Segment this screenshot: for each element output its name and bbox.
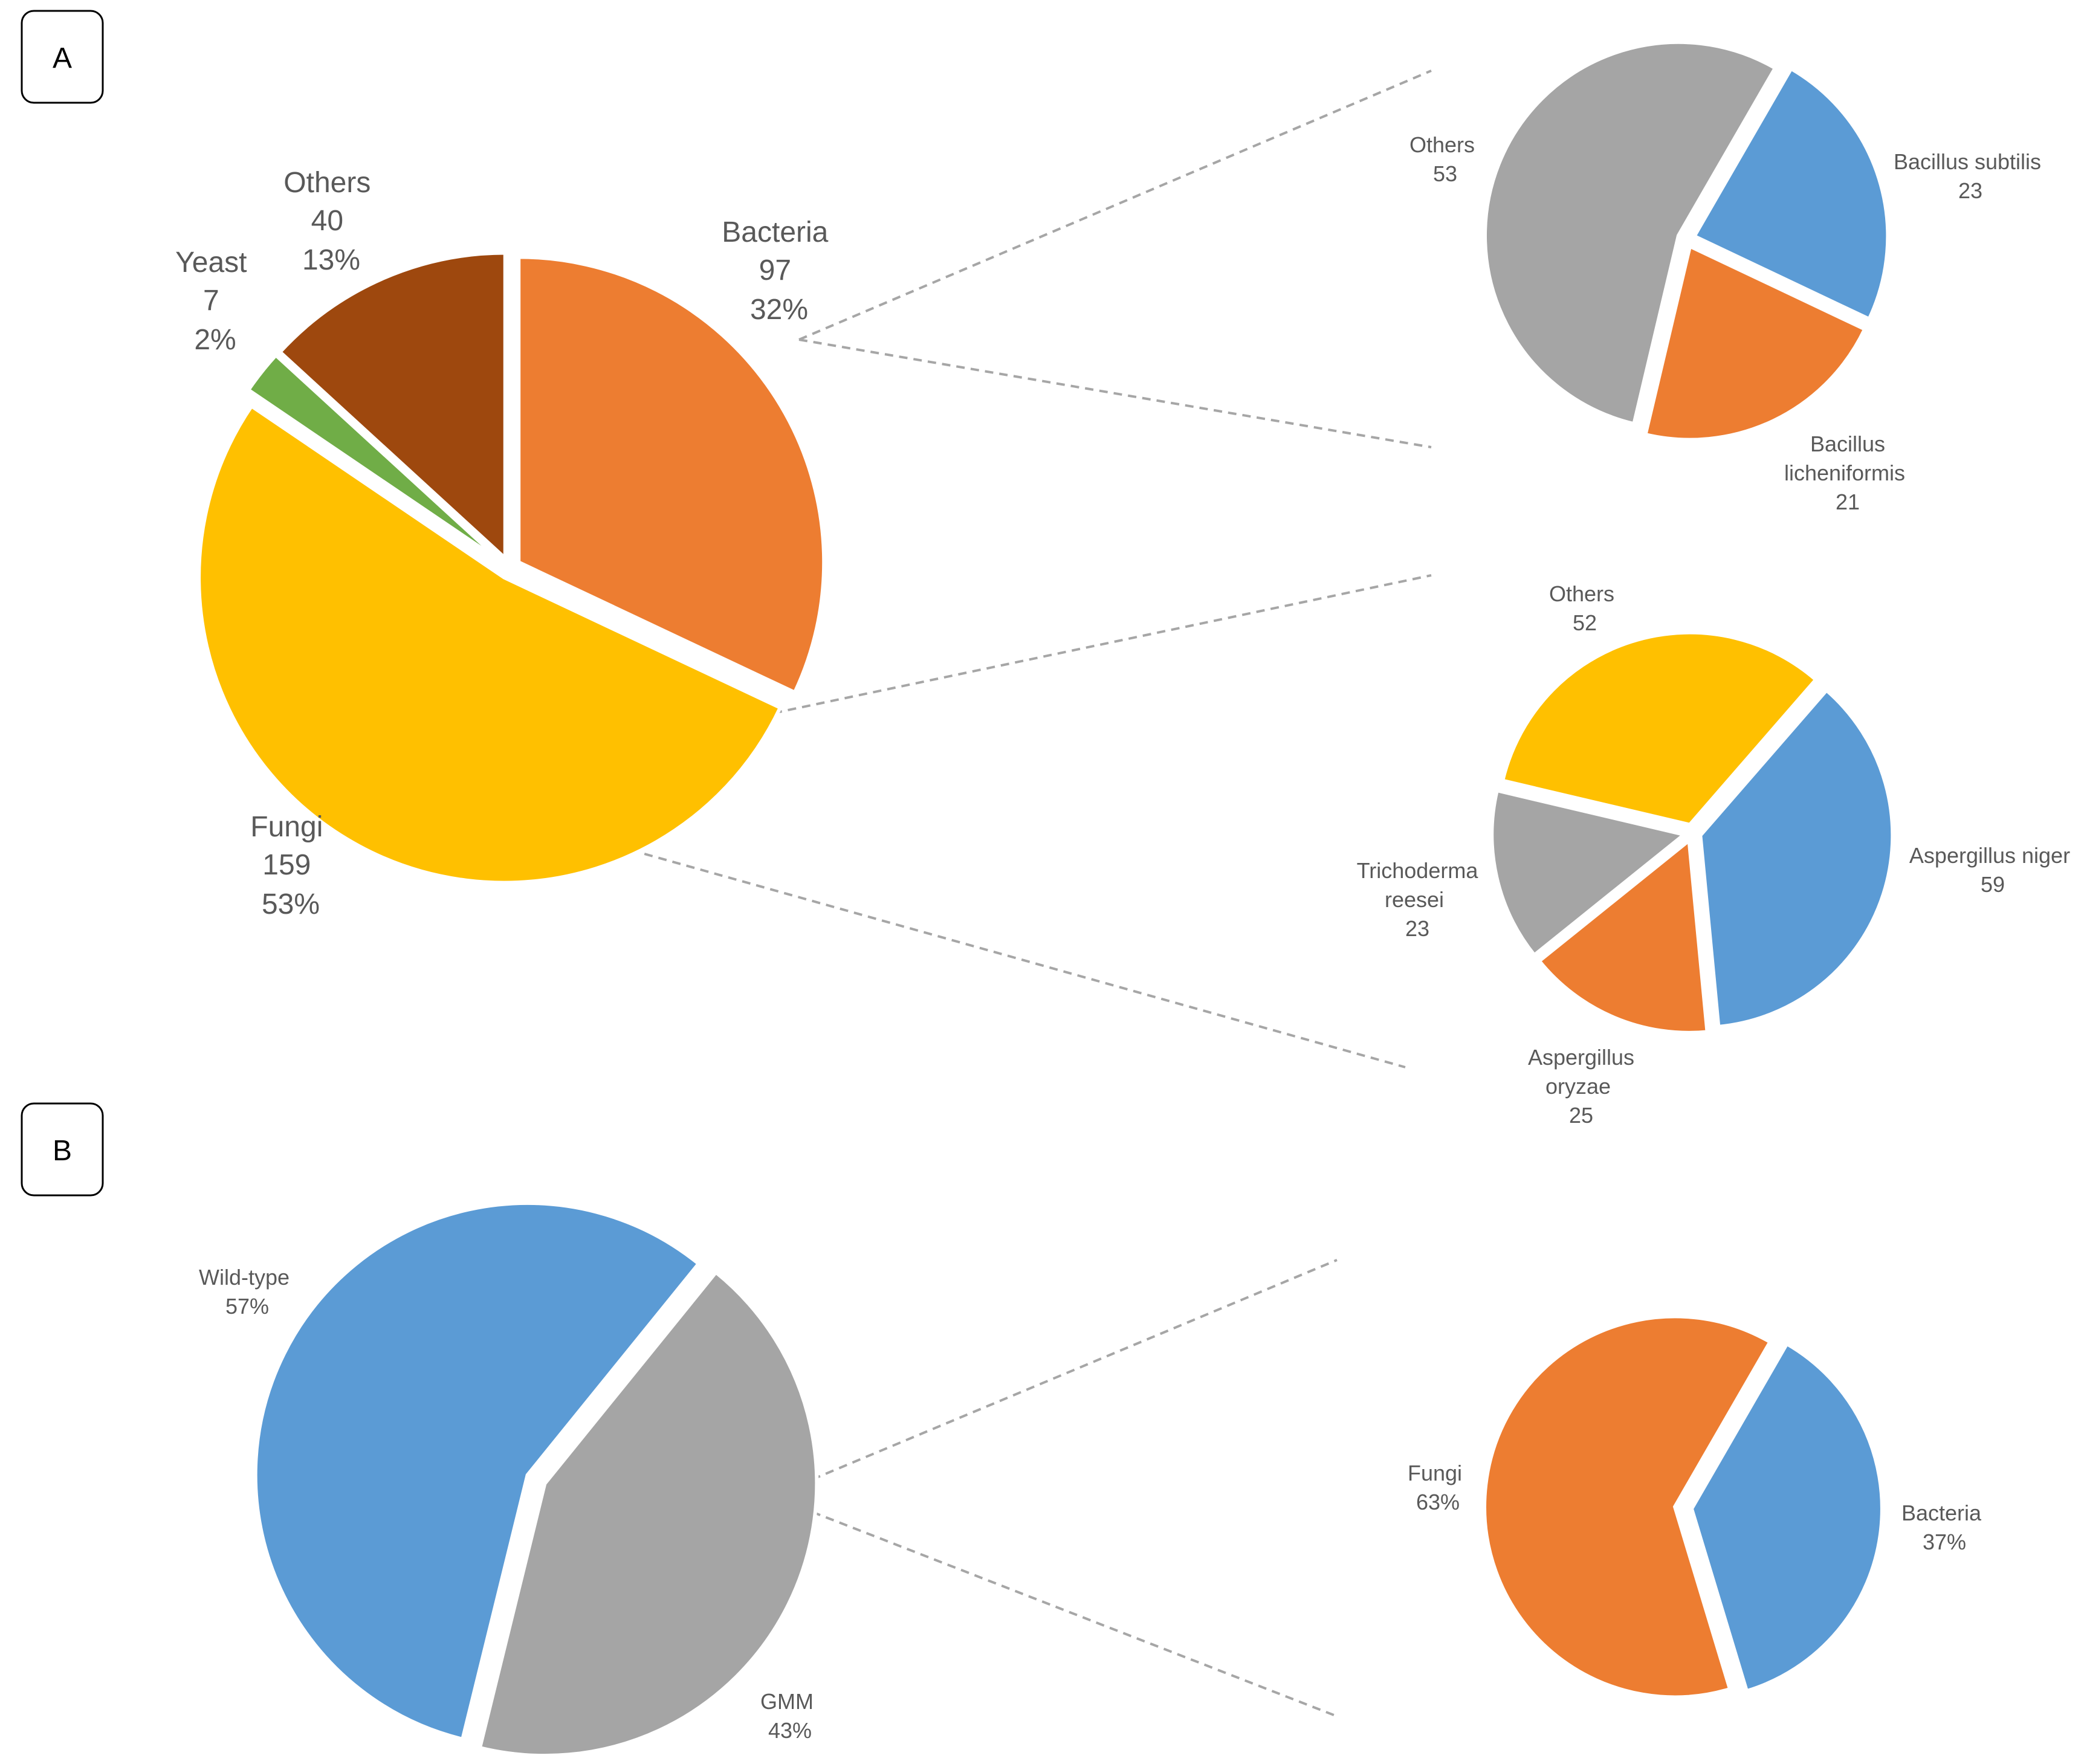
label-gmm-fungi-name: Fungi <box>1408 1461 1462 1485</box>
label-gmm-percent: 43% <box>768 1718 812 1743</box>
label-trichoderma-reesei-name-line2: reesei <box>1385 887 1444 912</box>
labels-pie-a-bacteria: Bacillus subtilis 23 Bacillus licheniform… <box>1409 132 2047 514</box>
label-others-name: Others <box>283 167 371 199</box>
slice-others <box>277 251 507 563</box>
pie-chart-sources <box>197 251 826 885</box>
label-bacteria-others: Others 53 <box>1409 132 1481 186</box>
pie-chart-fungi-breakdown <box>1490 630 1895 1035</box>
label-bacillus-subtilis: Bacillus subtilis 23 <box>1894 149 2047 203</box>
connector-gmm-bottom <box>812 1511 1338 1717</box>
label-gmm-fungi: Fungi 63% <box>1408 1461 1468 1514</box>
label-gmm-bacteria-percent: 37% <box>1923 1530 1966 1554</box>
label-bacillus-licheniformis-value: 21 <box>1836 489 1860 514</box>
connector-fungi-top <box>773 574 1432 714</box>
label-gmm-bacteria: Bacteria 37% <box>1901 1501 1987 1554</box>
label-gmm-bacteria-name: Bacteria <box>1901 1501 1982 1525</box>
slice-fungi <box>197 403 783 885</box>
label-bacillus-licheniformis: Bacillus licheniformis 21 <box>1784 431 1911 514</box>
slice-aspergillus-oryzae <box>1536 837 1709 1035</box>
label-bacteria: Bacteria 97 32% <box>722 216 836 326</box>
label-wild-type-name: Wild-type <box>199 1265 290 1290</box>
slice-gmm-bacteria <box>1689 1341 1884 1693</box>
label-bacteria-others-name: Others <box>1409 132 1475 157</box>
pie-chart-strain-type <box>253 1201 819 1758</box>
label-fungi-others-value: 52 <box>1573 610 1597 635</box>
label-aspergillus-oryzae-value: 25 <box>1569 1103 1593 1128</box>
label-bacteria-percent: 32% <box>750 294 808 326</box>
label-yeast-name: Yeast <box>175 247 247 279</box>
label-aspergillus-niger: Aspergillus niger 59 <box>1909 843 2076 897</box>
label-fungi-value: 159 <box>262 849 311 881</box>
slice-gmm-fungi <box>1483 1314 1773 1699</box>
slice-trichoderma-reesei <box>1490 788 1689 958</box>
label-bacteria-value: 97 <box>759 254 791 286</box>
label-fungi-percent: 53% <box>262 888 320 920</box>
slice-aspergillus-niger <box>1698 688 1895 1029</box>
label-bacillus-licheniformis-name-line2: licheniformis <box>1784 460 1905 485</box>
label-fungi-name: Fungi <box>250 811 323 843</box>
labels-pie-b-gmm: Bacteria 37% Fungi 63% <box>1408 1461 1987 1554</box>
labels-pie-a-main: Bacteria 97 32% Fungi 159 53% Yeast 7 2%… <box>175 167 836 920</box>
pie-chart-gmm-breakdown <box>1483 1314 1884 1699</box>
label-fungi-others-name: Others <box>1549 581 1614 606</box>
label-aspergillus-niger-value: 59 <box>1981 872 2005 897</box>
slice-bacillus-licheniformis <box>1643 244 1868 442</box>
label-others-value: 40 <box>311 205 343 237</box>
labels-pie-b-main: GMM 43% Wild-type 57% <box>199 1265 820 1743</box>
panel-a-box <box>21 10 104 104</box>
label-bacteria-name: Bacteria <box>722 216 828 248</box>
connector-bacteria-top <box>798 69 1432 341</box>
panel-b-letter: B <box>53 1135 72 1167</box>
label-fungi-others: Others 52 <box>1549 581 1620 635</box>
label-bacteria-others-value: 53 <box>1433 161 1457 186</box>
label-yeast-value: 7 <box>203 285 219 317</box>
label-bacillus-licheniformis-name: Bacillus <box>1810 431 1885 456</box>
connector-lines <box>616 69 1432 1717</box>
connector-fungi-bottom <box>616 845 1406 1068</box>
label-aspergillus-oryzae: Aspergillus oryzae 25 <box>1528 1045 1634 1128</box>
labels-pie-a-fungi: Aspergillus niger 59 Aspergillus oryzae 2… <box>1357 581 2076 1128</box>
connector-bacteria-bottom <box>798 338 1432 448</box>
label-yeast: Yeast 7 2% <box>175 247 255 356</box>
connector-gmm-top <box>812 1259 1338 1481</box>
pie-chart-bacteria-breakdown <box>1483 40 1890 442</box>
slice-wild-type <box>253 1201 702 1742</box>
label-fungi: Fungi 159 53% <box>250 811 331 920</box>
label-wild-type: Wild-type 57% <box>199 1265 296 1319</box>
label-yeast-percent: 2% <box>194 324 236 356</box>
slice-yeast <box>245 352 502 563</box>
label-others-percent: 13% <box>302 244 360 276</box>
slice-bacteria <box>517 255 826 695</box>
label-bacillus-subtilis-value: 23 <box>1958 178 1982 203</box>
label-gmm-name: GMM <box>760 1689 814 1714</box>
slice-gmm <box>477 1270 819 1758</box>
label-trichoderma-reesei-value: 23 <box>1405 916 1429 941</box>
label-others: Others 40 13% <box>283 167 378 276</box>
label-aspergillus-oryzae-name: Aspergillus <box>1528 1045 1634 1070</box>
label-gmm: GMM 43% <box>760 1689 820 1743</box>
label-wild-type-percent: 57% <box>225 1294 269 1319</box>
label-aspergillus-niger-name: Aspergillus niger <box>1909 843 2070 868</box>
label-bacillus-subtilis-name: Bacillus subtilis <box>1894 149 2041 174</box>
panel-a-letter: A <box>53 42 72 74</box>
label-aspergillus-oryzae-name-line2: oryzae <box>1545 1074 1611 1099</box>
panel-a-marker: A <box>21 10 104 104</box>
slice-bacillus-subtilis <box>1692 66 1890 321</box>
label-gmm-fungi-percent: 63% <box>1416 1490 1460 1514</box>
label-trichoderma-reesei: Trichoderma reesei 23 <box>1357 858 1479 941</box>
panel-b-marker: B <box>21 1102 104 1197</box>
panel-b-box <box>21 1102 104 1197</box>
label-trichoderma-reesei-name: Trichoderma <box>1357 858 1479 883</box>
slice-bacteria-others <box>1483 40 1778 426</box>
slice-fungi-others <box>1500 630 1819 827</box>
